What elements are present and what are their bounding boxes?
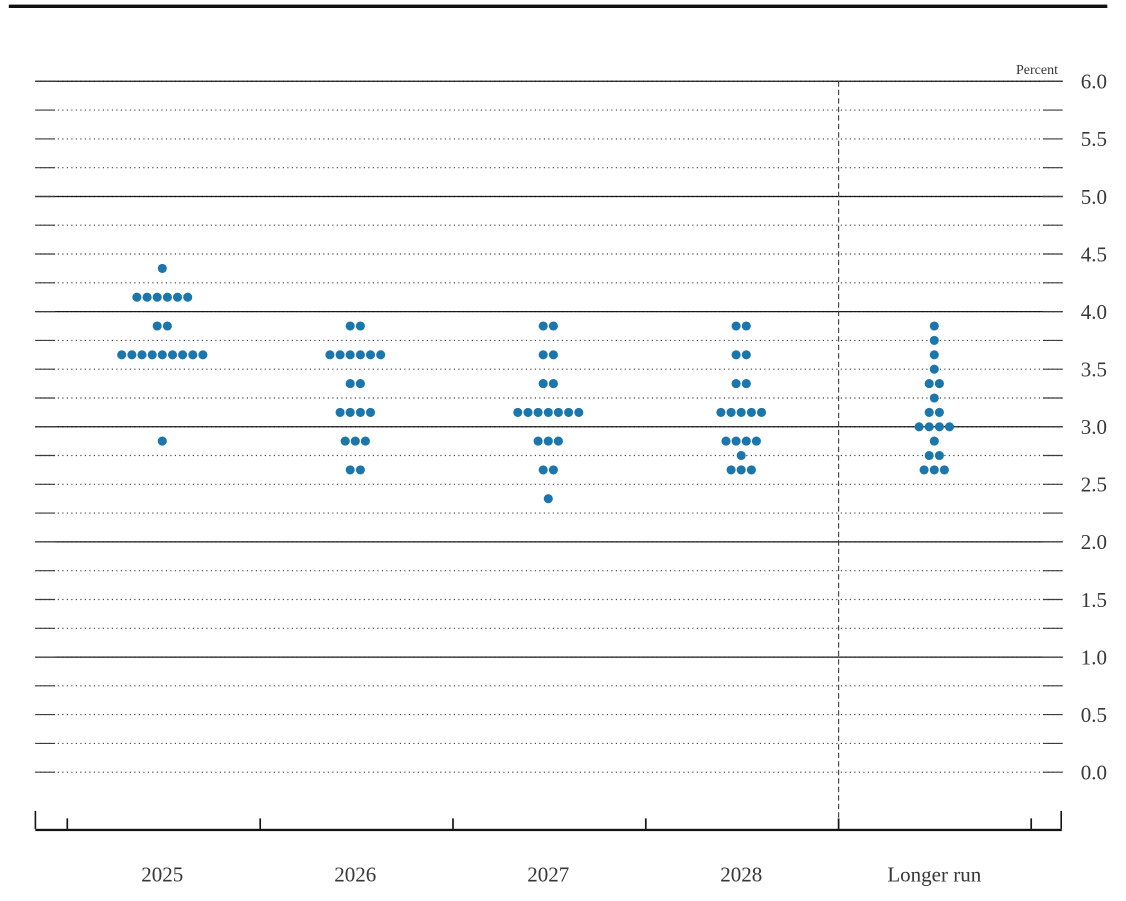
svg-text:2.5: 2.5 [1081, 473, 1107, 497]
svg-text:5.0: 5.0 [1081, 185, 1107, 209]
svg-text:2026: 2026 [334, 863, 376, 887]
svg-text:2027: 2027 [527, 863, 569, 887]
svg-text:2028: 2028 [720, 863, 762, 887]
svg-text:2025: 2025 [141, 863, 183, 887]
svg-text:Percent: Percent [1016, 63, 1058, 78]
svg-text:0.5: 0.5 [1081, 703, 1107, 727]
svg-text:0.0: 0.0 [1081, 761, 1107, 785]
svg-text:6.0: 6.0 [1081, 70, 1107, 94]
svg-text:4.0: 4.0 [1081, 300, 1107, 324]
svg-text:3.0: 3.0 [1081, 415, 1107, 439]
svg-text:4.5: 4.5 [1081, 242, 1107, 266]
svg-text:5.5: 5.5 [1081, 127, 1107, 151]
svg-text:2.0: 2.0 [1081, 530, 1107, 554]
svg-text:3.5: 3.5 [1081, 358, 1107, 382]
svg-text:1.5: 1.5 [1081, 588, 1107, 612]
svg-text:Longer run: Longer run [887, 863, 981, 887]
svg-text:1.0: 1.0 [1081, 645, 1107, 669]
